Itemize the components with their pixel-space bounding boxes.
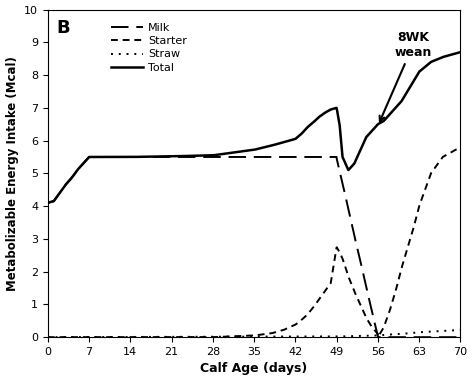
X-axis label: Calf Age (days): Calf Age (days) xyxy=(201,362,308,375)
Text: B: B xyxy=(56,19,70,37)
Text: 8WK
wean: 8WK wean xyxy=(380,31,432,121)
Y-axis label: Metabolizable Energy Intake (Mcal): Metabolizable Energy Intake (Mcal) xyxy=(6,56,18,291)
Legend: Milk, Starter, Straw, Total: Milk, Starter, Straw, Total xyxy=(107,18,192,77)
